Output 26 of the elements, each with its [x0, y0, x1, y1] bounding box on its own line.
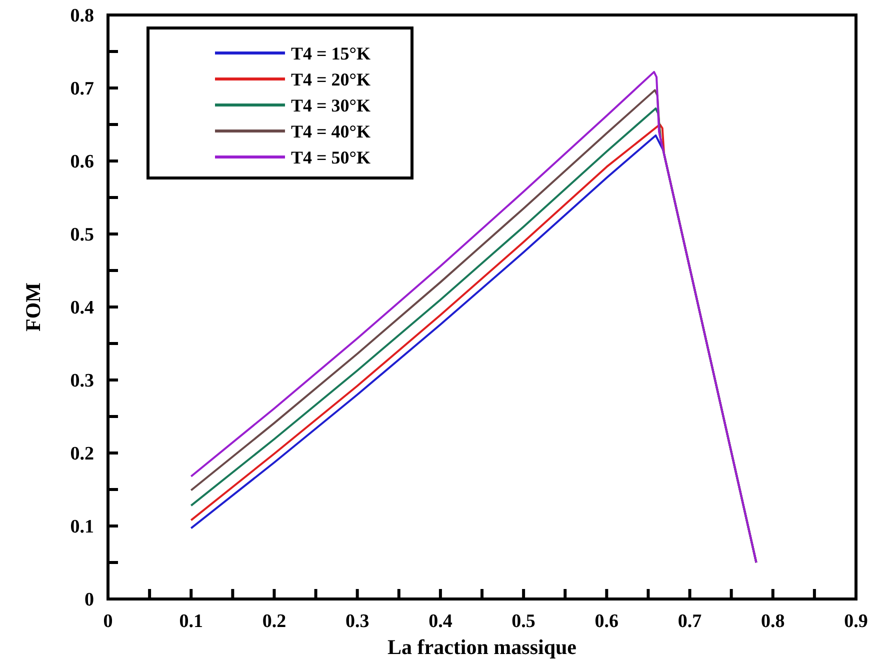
x-tick-label: 0.1: [179, 611, 203, 632]
y-tick-label: 0.5: [70, 224, 94, 246]
x-tick-label: 0.7: [678, 611, 702, 632]
y-tick-label: 0: [84, 590, 94, 611]
x-tick-label: 0.9: [844, 611, 868, 632]
y-tick-label: 0.4: [70, 298, 94, 319]
y-tick-label: 0.7: [70, 78, 94, 100]
legend-label: T4 = 50°K: [291, 147, 370, 168]
y-tick-label: 0.3: [70, 370, 94, 392]
x-tick-label: 0.8: [761, 611, 785, 632]
x-tick-label: 0.6: [594, 611, 619, 632]
x-tick-label: 0.5: [512, 611, 536, 632]
y-axis-title: FOM: [21, 282, 45, 332]
y-tick-label: 0.8: [70, 6, 94, 27]
x-tick-label: 0: [103, 611, 113, 632]
x-tick-label: 0.4: [428, 611, 453, 632]
y-tick-label: 0.1: [70, 516, 94, 538]
legend-label: T4 = 30°K: [291, 95, 370, 116]
x-tick-label: 0.2: [262, 611, 286, 632]
y-tick-label: 0.6: [70, 152, 94, 173]
legend-label: T4 = 15°K: [291, 43, 370, 64]
legend-label: T4 = 40°K: [291, 121, 370, 142]
legend-label: T4 = 20°K: [291, 69, 370, 90]
x-tick-label: 0.3: [345, 611, 370, 632]
x-axis-title: La fraction massique: [388, 635, 576, 659]
y-tick-label: 0.2: [70, 444, 94, 465]
